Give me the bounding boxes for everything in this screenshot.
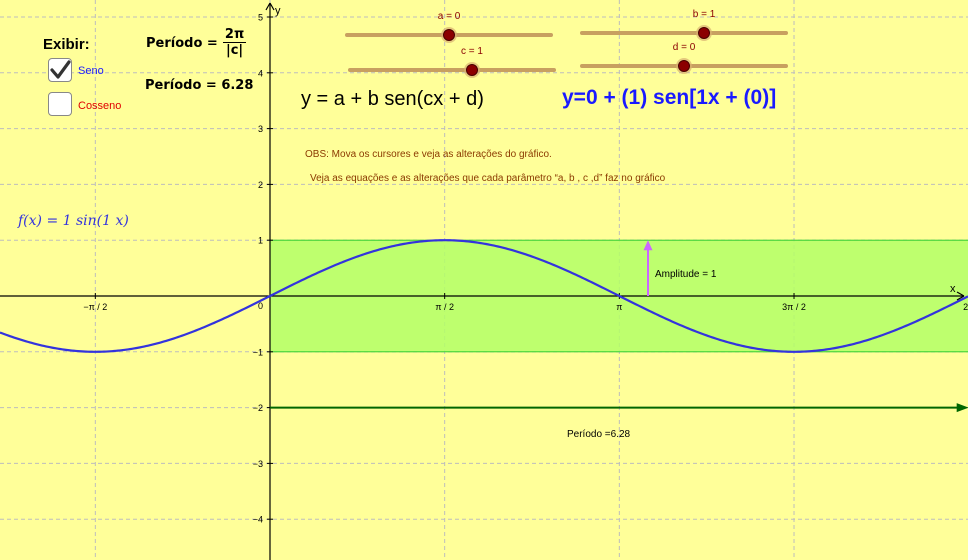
period-numerator: 2π [222,27,247,43]
y-tick-label: 3 [258,124,263,134]
y-tick-label: 5 [258,13,263,23]
slider-group: a = 0 b = 1 c = 1 d = 0 [345,9,788,78]
y-axis-arrow-icon [265,2,275,11]
x-axis-label: x [950,283,956,295]
slider-knob[interactable] [698,27,710,39]
slider-label: c = 1 [461,46,483,57]
sine-curve[interactable] [0,239,968,353]
y-tick-label: −1 [253,347,263,357]
obs-text: OBS: Mova os cursores e veja as alteraçõ… [305,149,552,160]
period-fraction: 2π |c| [222,27,247,58]
amplitude-arrowhead-icon [643,240,653,251]
check-icon [50,60,71,79]
period-denominator: |c| [225,43,244,58]
period-arrow [270,403,968,413]
cosine-checkbox[interactable] [48,92,72,116]
period-formula-label: Período = [146,36,218,51]
slider-label: d = 0 [673,42,696,53]
sine-checkbox-label[interactable]: Seno [78,65,104,77]
y-tick-label: 2 [258,180,263,190]
slider-c[interactable]: c = 1 [348,46,556,78]
instructions-text: Veja as equações e as alterações que cad… [310,173,666,184]
slider-b[interactable]: b = 1 [580,9,788,41]
x-tick-label: π / 2 [435,302,454,312]
amplitude-label: Amplitude = 1 [655,269,717,280]
period-arrowhead-icon [956,403,968,413]
slider-knob[interactable] [466,64,478,76]
x-tick-label: 3π / 2 [782,302,806,312]
period-formula: Período = 2π |c| [146,27,247,58]
slider-a[interactable]: a = 0 [345,11,553,43]
period-value: Período = 6.28 [145,78,254,93]
origin-label: 0 [258,301,263,311]
y-tick-label: 4 [258,68,263,78]
slider-label: a = 0 [438,11,461,22]
y-tick-label: −3 [253,459,263,469]
slider-knob[interactable] [678,60,690,72]
y-tick-label: −4 [253,515,263,525]
x-axis-arrow-icon [956,291,965,301]
y-axis-label: y [275,5,281,17]
x-tick-label: π [616,302,622,312]
x-tick-label: −π / 2 [83,302,107,312]
general-equation: y = a + b sen(cx + d) [301,88,484,110]
slider-label: b = 1 [693,9,716,20]
y-tick-label: −2 [253,403,263,413]
y-tick-label: 1 [258,236,263,246]
slider-d[interactable]: d = 0 [580,42,788,74]
function-label: f(x) = 1 sin(1 x) [18,213,129,229]
amplitude-arrow [643,240,653,296]
x-tick-label: 2π [963,302,968,312]
slider-knob[interactable] [443,29,455,41]
period-label: Período =6.28 [567,429,631,440]
display-panel-title: Exibir: [43,36,90,53]
current-equation: y=0 + (1) sen[1x + (0)] [562,86,777,109]
cosine-checkbox-label[interactable]: Cosseno [78,100,122,112]
sine-checkbox[interactable] [48,58,72,82]
